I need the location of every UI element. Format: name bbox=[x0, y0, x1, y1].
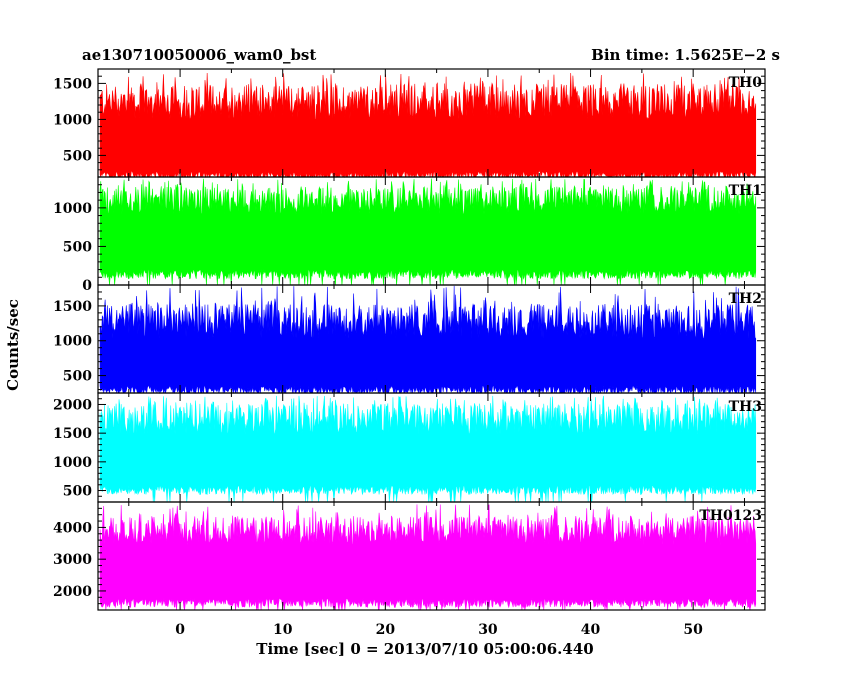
series-th3 bbox=[99, 395, 757, 503]
x-tick-label: 40 bbox=[581, 622, 601, 638]
y-tick-label: 1000 bbox=[53, 455, 92, 471]
chart-title-left: ae130710050006_wam0_bst bbox=[82, 46, 316, 64]
series-th2 bbox=[99, 285, 757, 395]
panel-th0123: 2000 3000 4000 TH0123 bbox=[53, 501, 766, 611]
y-tick-label: 500 bbox=[63, 148, 92, 164]
y-tick-label: 1000 bbox=[53, 201, 92, 217]
y-tick-label: 1500 bbox=[53, 426, 92, 442]
y-tick-label: 1000 bbox=[53, 112, 92, 128]
series-th1 bbox=[99, 178, 757, 286]
panel-label: TH0 bbox=[729, 75, 763, 91]
y-axis-label: Counts/sec bbox=[4, 299, 22, 391]
x-tick-label: 20 bbox=[376, 622, 396, 638]
panel-th0: 500 1000 1500 TH0 bbox=[53, 68, 766, 179]
x-axis: 0 10 20 30 40 50 bbox=[175, 622, 703, 638]
series-th0 bbox=[99, 73, 757, 179]
y-tick-label: 500 bbox=[63, 369, 92, 385]
y-tick-label: 4000 bbox=[53, 520, 92, 536]
y-tick-label: 2000 bbox=[53, 397, 92, 413]
y-tick-label: 500 bbox=[63, 239, 92, 255]
y-tick-label: 500 bbox=[63, 484, 92, 500]
x-tick-label: 0 bbox=[175, 622, 185, 638]
series-th0123 bbox=[99, 504, 757, 611]
panel-frame bbox=[97, 501, 766, 611]
panel-label: TH1 bbox=[729, 183, 762, 199]
y-tick-label: 0 bbox=[82, 278, 92, 294]
panel-th2: 500 1000 1500 TH2 bbox=[53, 284, 766, 395]
y-tick-label: 1500 bbox=[53, 299, 92, 315]
panel-th3: 500 1000 1500 2000 TH3 bbox=[53, 392, 766, 503]
x-axis-label: Time [sec] 0 = 2013/07/10 05:00:06.440 bbox=[256, 640, 593, 658]
x-tick-label: 10 bbox=[273, 622, 293, 638]
y-tick-label: 3000 bbox=[53, 552, 92, 568]
y-tick-label: 2000 bbox=[53, 584, 92, 600]
chart-title-right: Bin time: 1.5625E−2 s bbox=[591, 46, 780, 64]
x-tick-label: 50 bbox=[683, 622, 703, 638]
panel-th1: 0 500 1000 TH1 bbox=[53, 176, 766, 294]
panel-label: TH3 bbox=[729, 399, 762, 415]
panel-label: TH0123 bbox=[699, 508, 762, 524]
x-tick-label: 30 bbox=[478, 622, 498, 638]
y-tick-label: 1500 bbox=[53, 76, 92, 92]
y-tick-label: 1000 bbox=[53, 334, 92, 350]
panel-label: TH2 bbox=[729, 291, 762, 307]
